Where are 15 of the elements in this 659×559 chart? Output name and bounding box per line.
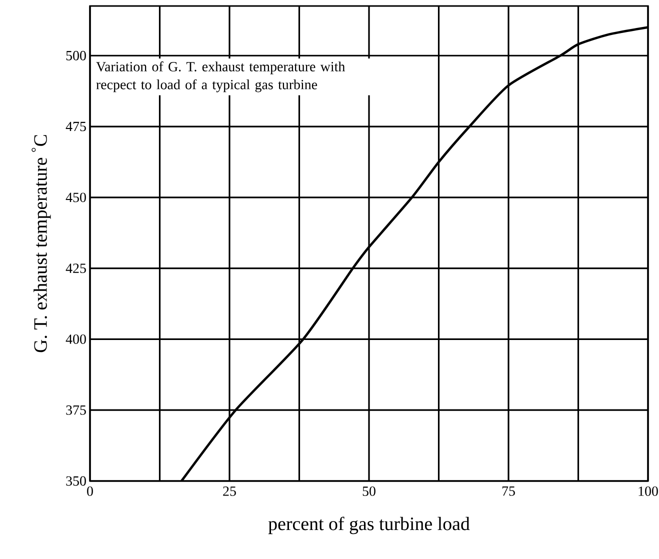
x-tick-label: 50 [362, 486, 376, 496]
x-tick-label: 75 [502, 486, 515, 496]
y-tick-label: 400 [66, 334, 86, 344]
y-tick-label: 375 [66, 405, 86, 415]
y-axis-title: G. T. exhaust temperature $^{°}$C [32, 135, 51, 352]
y-tick-label: 425 [66, 264, 86, 273]
y-tick-label: 475 [66, 122, 86, 132]
x-tick-label: 100 [638, 486, 658, 496]
x-tick-label: 25 [223, 486, 236, 496]
y-tick-label: 350 [66, 476, 86, 486]
x-tick-label: 0 [87, 486, 93, 496]
x-axis-title: percent of gas turbine load [268, 516, 470, 534]
annotation: Variation of G. T. exhaust temperature with recpect to load of a typical gas turbine [96, 61, 345, 92]
y-tick-label: 450 [66, 192, 86, 202]
y-tick-label: 500 [66, 50, 86, 60]
